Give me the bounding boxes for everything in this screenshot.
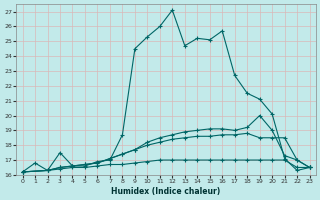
- X-axis label: Humidex (Indice chaleur): Humidex (Indice chaleur): [111, 187, 221, 196]
